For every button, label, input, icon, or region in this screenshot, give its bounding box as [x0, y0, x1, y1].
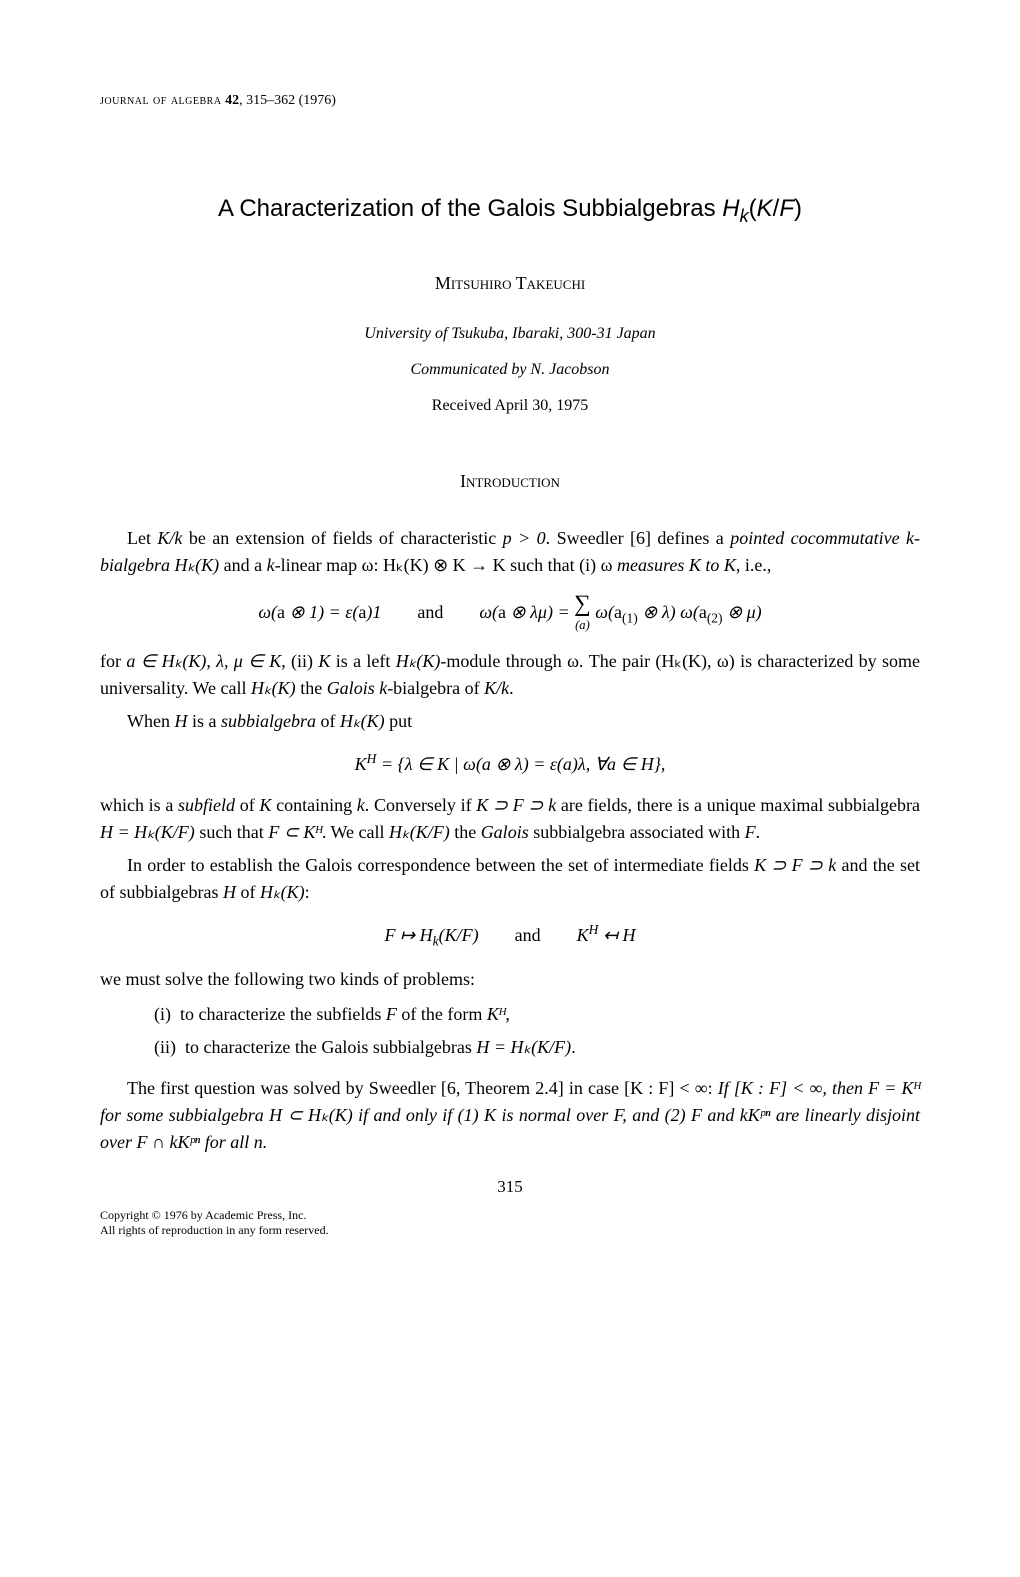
equation-1: ω(a ⊗ 1) = ε(a)1 and ω(a ⊗ λμ) = ∑(a) ω(… [100, 593, 920, 634]
copyright-notice: Copyright © 1976 by Academic Press, Inc.… [100, 1208, 920, 1239]
paper-title: A Characterization of the Galois Subbial… [100, 191, 920, 230]
problem-list: (i) to characterize the subfields F of t… [100, 1001, 920, 1061]
copyright-line-2: All rights of reproduction in any form r… [100, 1223, 920, 1239]
author-name: Mitsuhiro Takeuchi [100, 270, 920, 297]
journal-pages: 315–362 [246, 93, 295, 108]
journal-header: journal of algebra 42, 315–362 (1976) [100, 90, 920, 111]
paragraph-7: The first question was solved by Sweedle… [100, 1075, 920, 1156]
problem-item-ii: (ii) to characterize the Galois subbialg… [154, 1034, 920, 1061]
affiliation: University of Tsukuba, Ibaraki, 300-31 J… [100, 322, 920, 346]
problem-item-i: (i) to characterize the subfields F of t… [154, 1001, 920, 1028]
page-number: 315 [100, 1174, 920, 1200]
paragraph-1: Let K/k be an extension of fields of cha… [100, 525, 920, 579]
section-heading: Introduction [100, 468, 920, 495]
copyright-line-1: Copyright © 1976 by Academic Press, Inc. [100, 1208, 920, 1224]
equation-2: KH = {λ ∈ K | ω(a ⊗ λ) = ε(a)λ, ∀a ∈ H}, [100, 749, 920, 778]
journal-volume: 42 [225, 93, 239, 108]
paragraph-3: When H is a subbialgebra of Hₖ(K) put [100, 708, 920, 735]
paragraph-4: which is a subfield of K containing k. C… [100, 792, 920, 846]
journal-name: journal of algebra [100, 93, 222, 108]
journal-year: (1976) [299, 93, 336, 108]
paragraph-5: In order to establish the Galois corresp… [100, 852, 920, 906]
paragraph-6: we must solve the following two kinds of… [100, 966, 920, 993]
received-date: Received April 30, 1975 [100, 394, 920, 418]
communicated-by: Communicated by N. Jacobson [100, 358, 920, 382]
paragraph-2: for a ∈ Hₖ(K), λ, μ ∈ K, (ii) K is a lef… [100, 648, 920, 702]
equation-3: F ↦ Hk(K/F) and KH ↤ H [100, 920, 920, 952]
